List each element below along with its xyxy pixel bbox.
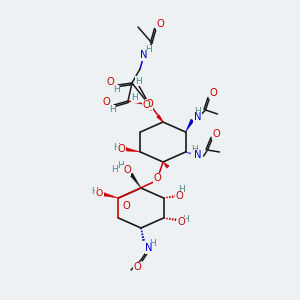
Text: N: N (140, 50, 148, 60)
Text: N: N (194, 150, 201, 160)
Polygon shape (185, 119, 194, 132)
Text: O: O (153, 173, 161, 183)
Text: H: H (182, 215, 189, 224)
Polygon shape (102, 192, 119, 198)
Text: O: O (210, 88, 218, 98)
Text: H: H (145, 46, 152, 55)
Text: H: H (150, 239, 156, 248)
Text: O: O (142, 100, 150, 110)
Text: H: H (109, 106, 116, 115)
Text: H: H (191, 146, 198, 154)
Text: N: N (145, 243, 153, 253)
Text: H: H (194, 107, 201, 116)
Text: O: O (123, 201, 130, 211)
Text: H: H (111, 164, 117, 173)
Text: O: O (118, 144, 125, 154)
Polygon shape (163, 162, 169, 168)
Text: H: H (112, 85, 119, 94)
Text: O: O (96, 190, 103, 199)
Text: H: H (91, 188, 98, 196)
Text: O: O (133, 262, 141, 272)
Text: O: O (106, 77, 114, 87)
Text: O: O (102, 97, 110, 107)
Text: H: H (113, 142, 120, 152)
Text: O: O (123, 165, 131, 175)
Polygon shape (124, 147, 140, 152)
Text: N: N (194, 112, 201, 122)
Text: H: H (118, 161, 124, 170)
Text: O: O (176, 191, 183, 201)
Text: H: H (136, 76, 142, 85)
Text: H: H (132, 94, 138, 103)
Polygon shape (157, 115, 163, 122)
Polygon shape (130, 173, 141, 188)
Text: O: O (145, 99, 153, 109)
Text: O: O (156, 19, 164, 29)
Text: H: H (178, 185, 185, 194)
Text: O: O (178, 217, 185, 227)
Text: O: O (213, 129, 220, 139)
